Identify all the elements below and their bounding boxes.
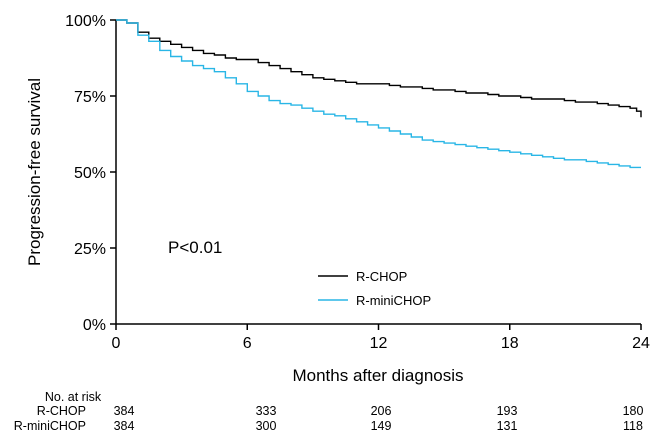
x-tick-label: 24 (632, 335, 650, 352)
y-axis-title: Progression-free survival (25, 78, 44, 266)
x-axis-title: Months after diagnosis (292, 366, 463, 385)
x-tick-label: 0 (112, 335, 121, 352)
legend-label: R-CHOP (356, 269, 407, 284)
risk-count: 180 (623, 404, 644, 418)
y-tick-label: 0% (83, 317, 106, 334)
legend: R-CHOP R-miniCHOP (318, 269, 431, 308)
x-ticks: 0 6 12 18 24 (112, 324, 650, 352)
y-ticks: 0% 25% 50% 75% 100% (65, 13, 116, 334)
risk-count: 118 (623, 419, 643, 433)
p-value-annotation: P<0.01 (168, 238, 222, 257)
series-layer (116, 19, 642, 169)
survival-curve-r-chop (116, 19, 642, 118)
risk-count: 384 (114, 404, 135, 418)
survival-curve-r-minichop (116, 19, 641, 169)
y-tick-label: 100% (65, 13, 106, 30)
risk-count: 333 (256, 404, 277, 418)
risk-table-header: No. at risk (45, 390, 102, 404)
risk-count: 384 (114, 419, 135, 433)
x-tick-label: 6 (243, 335, 252, 352)
risk-count: 131 (497, 419, 518, 433)
y-tick-label: 25% (74, 241, 106, 258)
risk-count: 149 (371, 419, 392, 433)
risk-count: 300 (256, 419, 277, 433)
risk-count: 193 (497, 404, 518, 418)
risk-count: 206 (371, 404, 392, 418)
x-tick-label: 12 (370, 335, 388, 352)
risk-row-label: R-CHOP (37, 404, 86, 418)
y-tick-label: 75% (74, 89, 106, 106)
legend-label: R-miniCHOP (356, 293, 431, 308)
risk-row-label: R-miniCHOP (14, 419, 86, 433)
x-tick-label: 18 (501, 335, 519, 352)
y-tick-label: 50% (74, 165, 106, 182)
